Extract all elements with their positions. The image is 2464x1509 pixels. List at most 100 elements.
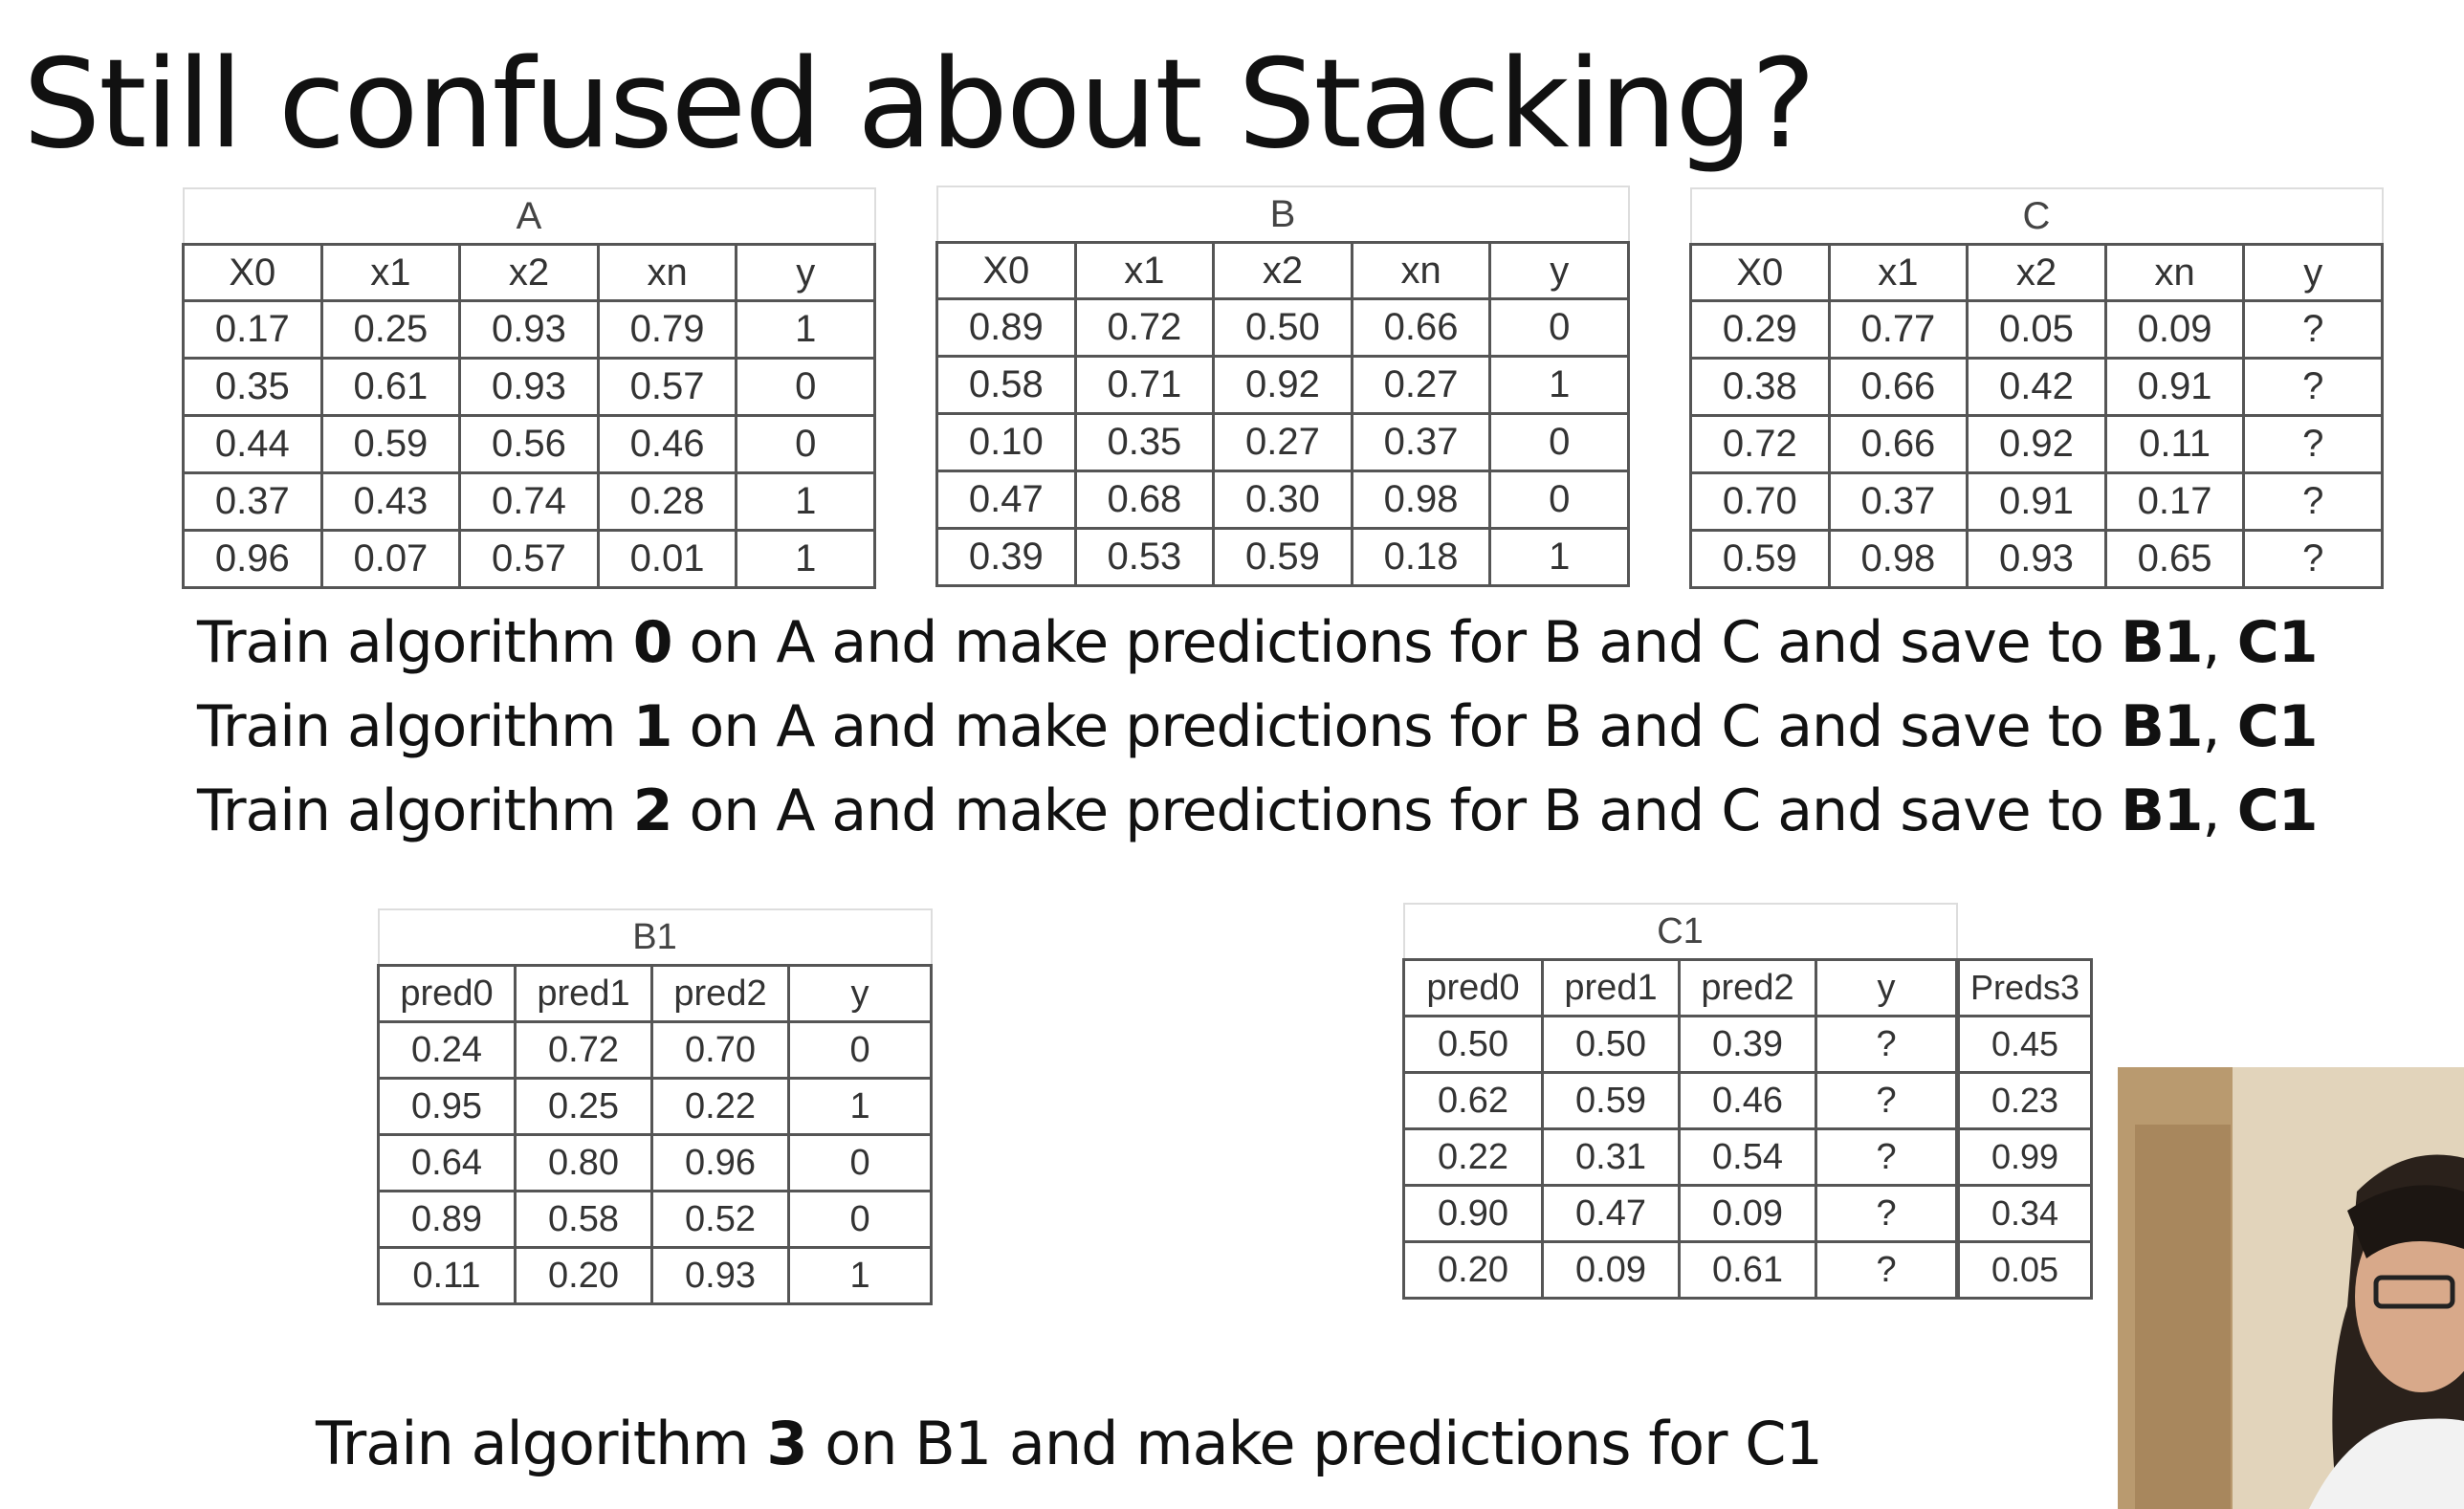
table-row: 0.89 0.58 0.52 0: [377, 1190, 934, 1249]
instruction-line: Train algorithm 0 on A and make predicti…: [197, 609, 2318, 676]
cell: 0.34: [1957, 1184, 2093, 1243]
column-header: pred2: [1678, 958, 1817, 1017]
column-header: y: [2242, 243, 2384, 302]
presenter-webcam: [2118, 1067, 2464, 1509]
table-row: 0.89 0.72 0.50 0.66 0: [935, 297, 1630, 358]
column-header: y: [1814, 958, 1959, 1017]
cell: ?: [2242, 357, 2384, 417]
cell: 0: [786, 1020, 934, 1080]
cell: 0.66: [1827, 357, 1969, 417]
cell: 0.09: [2103, 299, 2246, 360]
cell: ?: [1814, 1127, 1959, 1187]
cell: 0.57: [596, 357, 738, 417]
table-row: 0.11 0.20 0.93 1: [377, 1246, 934, 1305]
cell: 0.17: [2103, 471, 2246, 532]
cell: ?: [2242, 414, 2384, 474]
column-header: x2: [1966, 243, 2107, 302]
cell: 0.38: [1689, 357, 1831, 417]
column-header: pred0: [1402, 958, 1544, 1017]
instruction-line: Train algorithm 2 on A and make predicti…: [197, 777, 2318, 844]
table-caption: A: [182, 187, 876, 246]
cell: ?: [1814, 1184, 1959, 1243]
instruction-line: Train algorithm 1 on A and make predicti…: [197, 693, 2318, 760]
table-b: B X0 x1 x2 xn y 0.89 0.72 0.50 0.66 0 0.58 0.…: [935, 186, 1630, 587]
cell: 1: [735, 529, 876, 589]
table-row: 0.50 0.50 0.39?: [1402, 1015, 1959, 1074]
table-row: 0.72 0.66 0.92 0.11?: [1689, 414, 2384, 474]
cell: 0.93: [458, 357, 600, 417]
cell: 0.91: [2103, 357, 2246, 417]
cell: 0.95: [377, 1077, 517, 1136]
cell: ?: [1814, 1015, 1959, 1074]
cell: 0.39: [1678, 1015, 1817, 1074]
cell: 0.22: [1402, 1127, 1544, 1187]
cell: ?: [1814, 1071, 1959, 1130]
cell: 0.46: [1678, 1071, 1817, 1130]
table-row: 0.62 0.59 0.46?: [1402, 1071, 1959, 1130]
cell: 0.09: [1541, 1240, 1681, 1300]
cell: 0.42: [1966, 357, 2107, 417]
cell: 0.37: [1827, 471, 1969, 532]
cell: 0.23: [1957, 1071, 2093, 1130]
cell: 0: [786, 1133, 934, 1192]
cell: 0.70: [650, 1020, 790, 1080]
cell: 0.70: [1689, 471, 1831, 532]
cell: 0.45: [1957, 1015, 2093, 1074]
table-row: 0.96 0.07 0.57 0.01 1: [182, 529, 876, 589]
cell: 0.56: [458, 414, 600, 474]
cell: 0.39: [935, 527, 1077, 587]
cell: 1: [735, 471, 876, 532]
cell: 0.92: [1966, 414, 2107, 474]
table-row: 0.39 0.53 0.59 0.18 1: [935, 527, 1630, 587]
table-caption: B: [935, 186, 1630, 244]
cell: 0.31: [1541, 1127, 1681, 1187]
column-header: X0: [935, 241, 1077, 300]
table-row: 0.10 0.35 0.27 0.37 0: [935, 412, 1630, 472]
cell: 0.59: [1541, 1071, 1681, 1130]
cell: 1: [1488, 355, 1630, 415]
column-header: pred2: [650, 964, 790, 1023]
column-header: x1: [1073, 241, 1216, 300]
table-row: 0.90 0.47 0.09?: [1402, 1184, 1959, 1243]
cell: 0.77: [1827, 299, 1969, 360]
cell: 0.07: [319, 529, 462, 589]
cell: 0.93: [650, 1246, 790, 1305]
cell: ?: [2242, 471, 2384, 532]
cell: 0.71: [1073, 355, 1216, 415]
table-row: 0.20 0.09 0.61?: [1402, 1240, 1959, 1300]
table-preds3: Preds3 0.45 0.23 0.99 0.34 0.05: [1957, 958, 2093, 1300]
cell: 0: [786, 1190, 934, 1249]
cell: 0.58: [514, 1190, 653, 1249]
cell: 0: [735, 414, 876, 474]
cell: 0.09: [1678, 1184, 1817, 1243]
table-row: 0.64 0.80 0.96 0: [377, 1133, 934, 1192]
cell: 0.25: [319, 299, 462, 360]
cell: 0.59: [1212, 527, 1353, 587]
table-a: A X0 x1 x2 xn y 0.17 0.25 0.93 0.79 1 0.35 0.…: [182, 187, 876, 589]
final-instruction: Train algorithm 3 on B1 and make predict…: [316, 1409, 1823, 1478]
cell: 0.05: [1966, 299, 2107, 360]
cell: 0.89: [935, 297, 1077, 358]
column-header: pred1: [1541, 958, 1681, 1017]
cell: 0.93: [1966, 529, 2107, 589]
cell: 1: [1488, 527, 1630, 587]
cell: 0: [735, 357, 876, 417]
cell: 0.99: [1957, 1127, 2093, 1187]
column-header: xn: [2103, 243, 2246, 302]
cell: 0.66: [1350, 297, 1492, 358]
cell: 0.98: [1827, 529, 1969, 589]
cell: 0.79: [596, 299, 738, 360]
cell: 0.47: [935, 470, 1077, 530]
cell: 0.50: [1541, 1015, 1681, 1074]
cell: 0.35: [182, 357, 323, 417]
cell: 0.61: [319, 357, 462, 417]
column-header: y: [1488, 241, 1630, 300]
cell: 0.22: [650, 1077, 790, 1136]
cell: 0.46: [596, 414, 738, 474]
cell: 0.44: [182, 414, 323, 474]
cell: 0.30: [1212, 470, 1353, 530]
cell: 0.54: [1678, 1127, 1817, 1187]
cell: 0: [1488, 412, 1630, 472]
table-caption: B1: [377, 908, 933, 967]
cell: 0.35: [1073, 412, 1216, 472]
